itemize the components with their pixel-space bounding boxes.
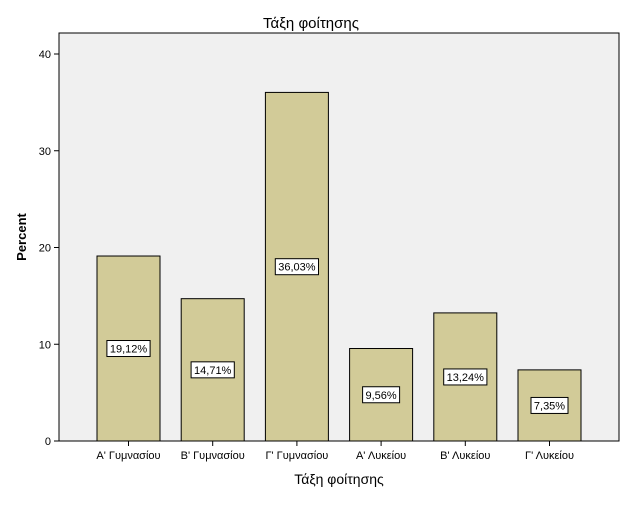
y-tick-label: 20 <box>39 243 51 255</box>
data-label: 19,12% <box>110 344 148 356</box>
y-axis: 0 10 20 30 40 <box>39 49 59 448</box>
data-label-box <box>106 340 151 358</box>
x-tick-label: Γ' Λυκείου <box>525 450 574 462</box>
y-tick-label: 30 <box>39 146 51 158</box>
x-axis-title: Τάξη φοίτησης <box>294 471 384 487</box>
data-label: 13,24% <box>447 372 485 384</box>
data-label-box <box>530 396 569 414</box>
data-label-box <box>443 368 488 386</box>
x-tick-label: Α' Λυκείου <box>356 450 406 462</box>
data-label: 9,56% <box>365 390 396 402</box>
data-label-box <box>190 361 235 379</box>
x-axis: Α' Γυμνασίου Β' Γυμνασίου Γ' Γυμνασίου Α' Λ… <box>96 441 574 462</box>
bar <box>517 369 582 442</box>
data-label-box <box>274 258 319 276</box>
y-tick-label: 40 <box>39 49 51 61</box>
data-label: 14,71% <box>194 365 232 377</box>
x-tick-label: Α' Γυμνασίου <box>96 450 160 462</box>
data-label-box <box>362 386 401 404</box>
data-label: 7,35% <box>534 400 565 412</box>
x-tick-label: Γ' Γυμνασίου <box>265 450 328 462</box>
y-tick-label: 10 <box>39 339 51 351</box>
data-label: 36,03% <box>278 262 316 274</box>
y-tick-label: 0 <box>45 436 51 448</box>
bars-group: 19,12% 14,71% 36,03% 9,56% 13,24% 7,35% <box>96 91 582 442</box>
chart-title: Τάξη φοίτησης <box>263 15 359 32</box>
x-tick-label: Β' Γυμνασίου <box>181 450 245 462</box>
x-tick-label: Β' Λυκείου <box>440 450 490 462</box>
y-axis-title: Percent <box>14 212 29 260</box>
